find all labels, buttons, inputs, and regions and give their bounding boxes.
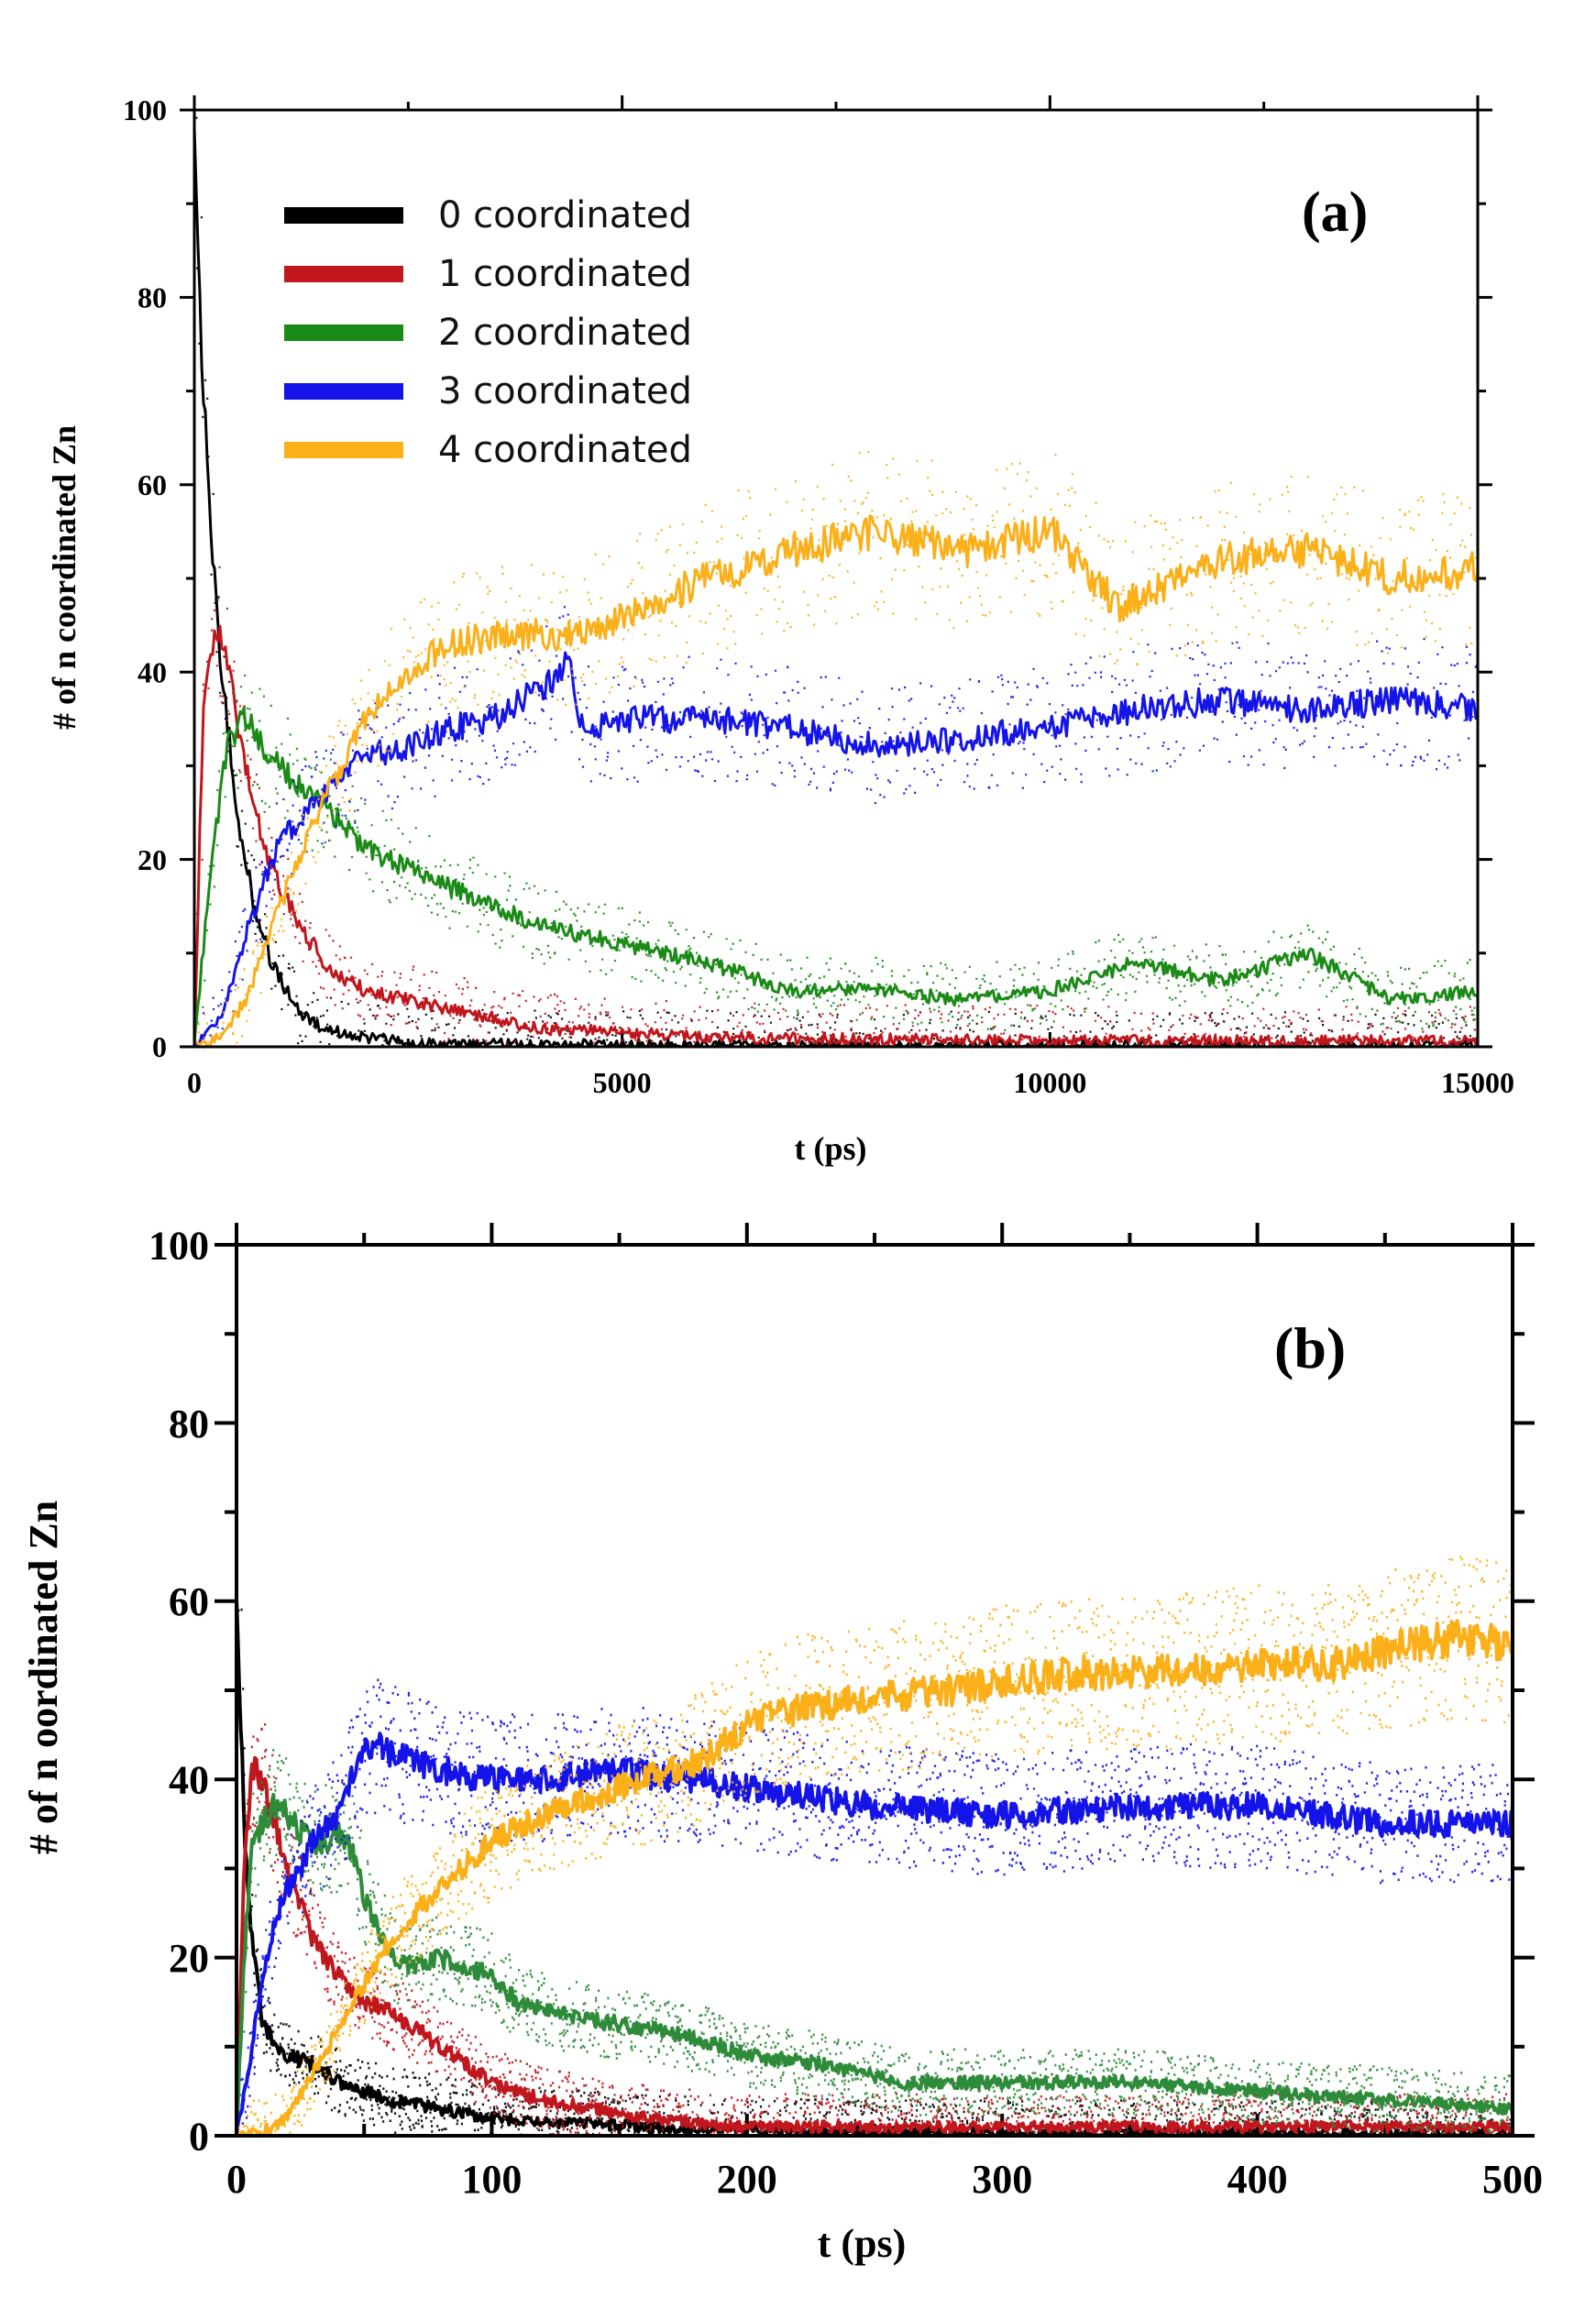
series-3-coordinated-average-line <box>237 1732 1513 2136</box>
panel-a-x-axis-title: t (ps) <box>795 1130 867 1167</box>
series-0-coordinated-replica-points <box>195 116 1478 1047</box>
panel-a-plot-area <box>194 116 1478 1047</box>
panel-b-frame <box>235 1243 1514 2138</box>
y-tick-label: 80 <box>138 281 167 314</box>
x-tick-label: 5000 <box>593 1066 652 1099</box>
y-tick-label: 0 <box>189 2114 209 2159</box>
series-0-coordinated-average-line <box>194 127 1478 1047</box>
y-tick-label: 100 <box>149 1223 209 1268</box>
series-4-coordinated-average-line <box>194 514 1478 1047</box>
x-tick-label: 400 <box>1227 2157 1288 2202</box>
panel-a-frame <box>193 108 1480 1049</box>
legend-label-3-coordinated: 3 coordinated <box>438 370 692 412</box>
legend-label-0-coordinated: 0 coordinated <box>438 194 692 236</box>
panel-a-y-axis-title: # of n coordinated Zn <box>46 425 83 730</box>
series-1-coordinated-replica-points <box>194 566 1478 1047</box>
y-tick-label: 20 <box>138 843 167 876</box>
series-2-coordinated-replica-points <box>237 1749 1513 2136</box>
series-1-coordinated-average-line <box>194 624 1478 1047</box>
x-tick-label: 15000 <box>1441 1066 1514 1099</box>
panel-b-x-axis-title: t (ps) <box>818 2221 907 2266</box>
y-tick-label: 0 <box>152 1030 167 1063</box>
y-tick-label: 40 <box>169 1758 209 1803</box>
x-tick-label: 0 <box>187 1066 202 1099</box>
y-tick-label: 80 <box>169 1402 209 1446</box>
panel-a-label: (a) <box>1302 181 1368 244</box>
x-tick-label: 10000 <box>1013 1066 1086 1099</box>
series-3-coordinated-replica-points <box>194 606 1478 1047</box>
legend-label-2-coordinated: 2 coordinated <box>438 312 692 354</box>
panel-b-plot-area <box>237 1556 1513 2136</box>
series-4-coordinated-average-line <box>237 1619 1513 2136</box>
panel-a-ticks: 0 5000 10000 15000 0 20 40 60 80 100 <box>123 93 1514 1099</box>
x-tick-label: 100 <box>461 2157 522 2202</box>
panel-a-legend: 0 coordinated 1 coordinated 2 coordinated 3… <box>284 194 692 471</box>
series-0-coordinated-replica-points <box>237 1608 1513 2136</box>
x-tick-label: 300 <box>972 2157 1032 2202</box>
series-1-coordinated-average-line <box>237 1755 1513 2136</box>
panel-a: 0 5000 10000 15000 0 20 40 60 80 100 t (ps) # of … <box>46 93 1514 1167</box>
series-4-coordinated-replica-points <box>237 1556 1513 2136</box>
series-2-coordinated-average-line <box>237 1792 1513 2133</box>
panel-b-series-group <box>237 1556 1513 2136</box>
panel-a-series-group <box>194 116 1478 1047</box>
y-tick-label: 100 <box>123 93 167 126</box>
series-3-coordinated-average-line <box>194 651 1478 1047</box>
y-tick-label: 20 <box>169 1936 209 1981</box>
panel-b: 0 100 200 300 400 500 0 20 40 60 80 100 t (ps) # of… <box>21 1223 1543 2266</box>
panel-b-ticks: 0 100 200 300 400 500 0 20 40 60 80 100 <box>149 1223 1543 2202</box>
y-tick-label: 60 <box>138 468 167 501</box>
panel-b-label: (b) <box>1274 1315 1346 1380</box>
panel-b-y-axis-title: # of n oordinated Zn <box>21 1501 66 1854</box>
legend-label-1-coordinated: 1 coordinated <box>438 253 692 295</box>
legend-label-4-coordinated: 4 coordinated <box>438 429 692 471</box>
y-tick-label: 40 <box>138 655 167 688</box>
x-tick-label: 200 <box>717 2157 777 2202</box>
x-tick-label: 500 <box>1482 2157 1543 2202</box>
y-tick-label: 60 <box>169 1579 209 1624</box>
x-tick-label: 0 <box>226 2157 247 2202</box>
series-2-coordinated-average-line <box>194 706 1478 1043</box>
